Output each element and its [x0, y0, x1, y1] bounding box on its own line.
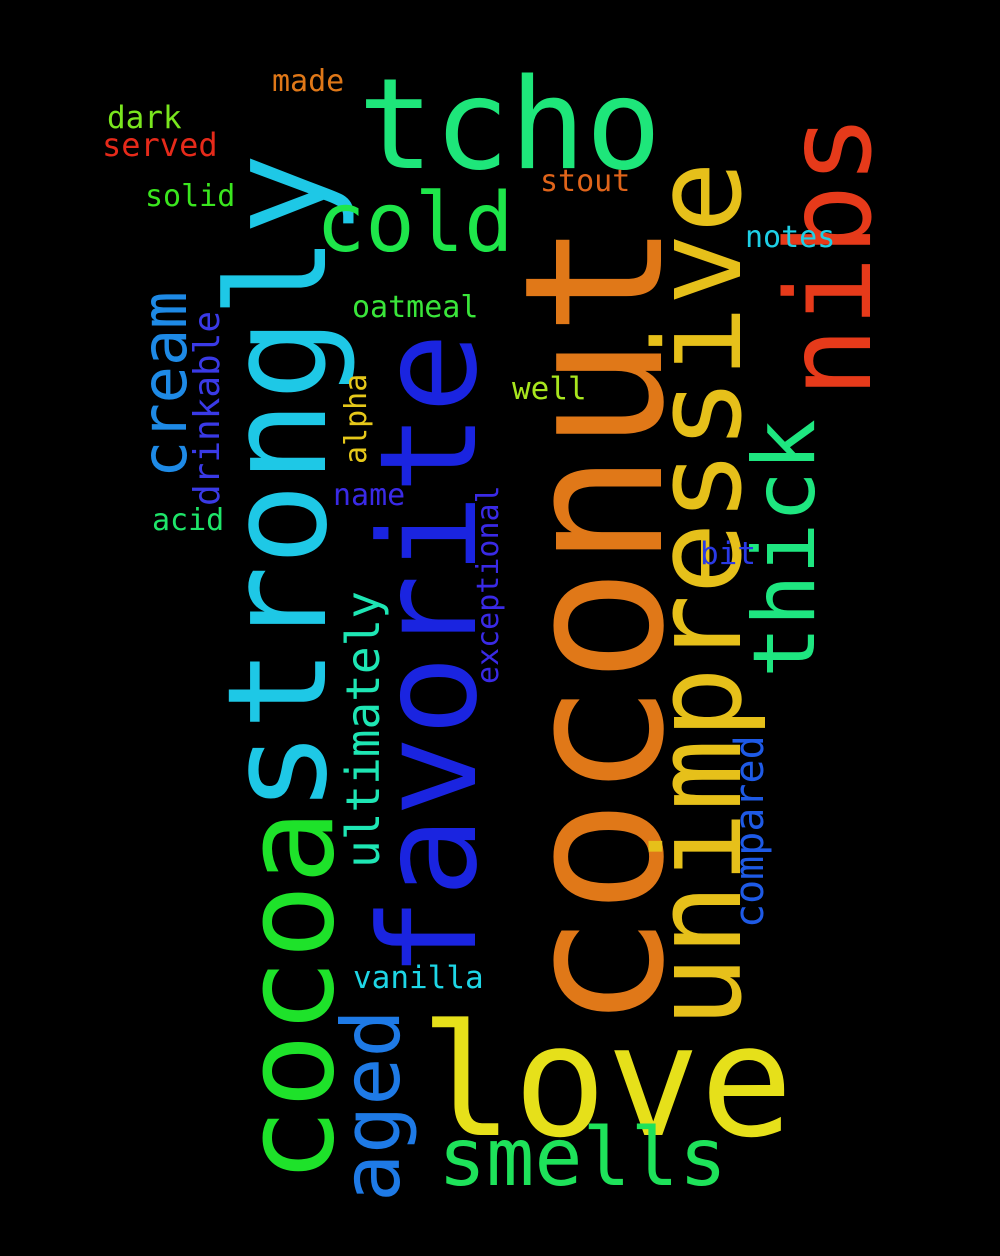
word-made: made — [272, 64, 345, 99]
word-ultimately: ultimately — [336, 591, 390, 868]
word-stout: stout — [540, 164, 631, 199]
word-aged: aged — [325, 1009, 418, 1202]
word-cold: cold — [316, 176, 514, 271]
word-well: well — [512, 371, 587, 407]
word-served: served — [102, 126, 218, 164]
word-compared: compared — [727, 735, 773, 928]
word-love: love — [420, 991, 794, 1172]
word-dark: dark — [107, 100, 182, 136]
word-exceptional: exceptional — [471, 485, 506, 684]
word-solid: solid — [145, 179, 236, 214]
word-oatmeal: oatmeal — [352, 290, 479, 325]
word-alpha: alpha — [339, 373, 374, 464]
word-notes: notes — [745, 220, 836, 255]
word-drinkable: drinkable — [187, 310, 228, 506]
word-name: name — [333, 478, 406, 513]
word-acid: acid — [152, 503, 225, 538]
word-smells: smells — [438, 1111, 727, 1204]
word-vanilla: vanilla — [353, 960, 484, 996]
word-tcho: tcho — [358, 51, 662, 198]
word-nibs: nibs — [760, 113, 898, 398]
word-bit: bit — [700, 536, 756, 572]
